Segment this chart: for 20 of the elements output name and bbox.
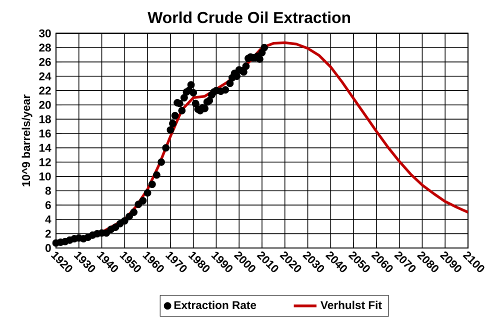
y-tick-label: 20 xyxy=(39,100,51,109)
y-tick-label: 28 xyxy=(39,44,51,52)
y-tick-label: 16 xyxy=(39,130,51,138)
y-axis-title: 10^9 barrels/year xyxy=(22,94,32,186)
y-tick-label: 2 xyxy=(45,230,51,238)
y-tick-label: 18 xyxy=(39,115,51,124)
y-tick-label: 12 xyxy=(39,158,51,166)
y-tick-label: 4 xyxy=(45,215,52,224)
y-tick-label: 26 xyxy=(39,58,51,66)
y-tick-label: 22 xyxy=(39,86,51,95)
y-tick-label: 0 xyxy=(45,244,51,252)
y-tick-label: 24 xyxy=(39,72,52,80)
y-tick-label: 30 xyxy=(39,29,51,38)
legend-label: Verhulst Fit xyxy=(320,300,382,310)
y-tick-label: 8 xyxy=(45,186,51,195)
legend-label: Extraction Rate xyxy=(174,300,256,310)
y-tick-label: 14 xyxy=(39,144,52,152)
y-tick-label: 10 xyxy=(39,172,51,180)
chart-title: World Crude Oil Extraction xyxy=(148,11,350,24)
y-tick-label: 6 xyxy=(45,201,51,210)
